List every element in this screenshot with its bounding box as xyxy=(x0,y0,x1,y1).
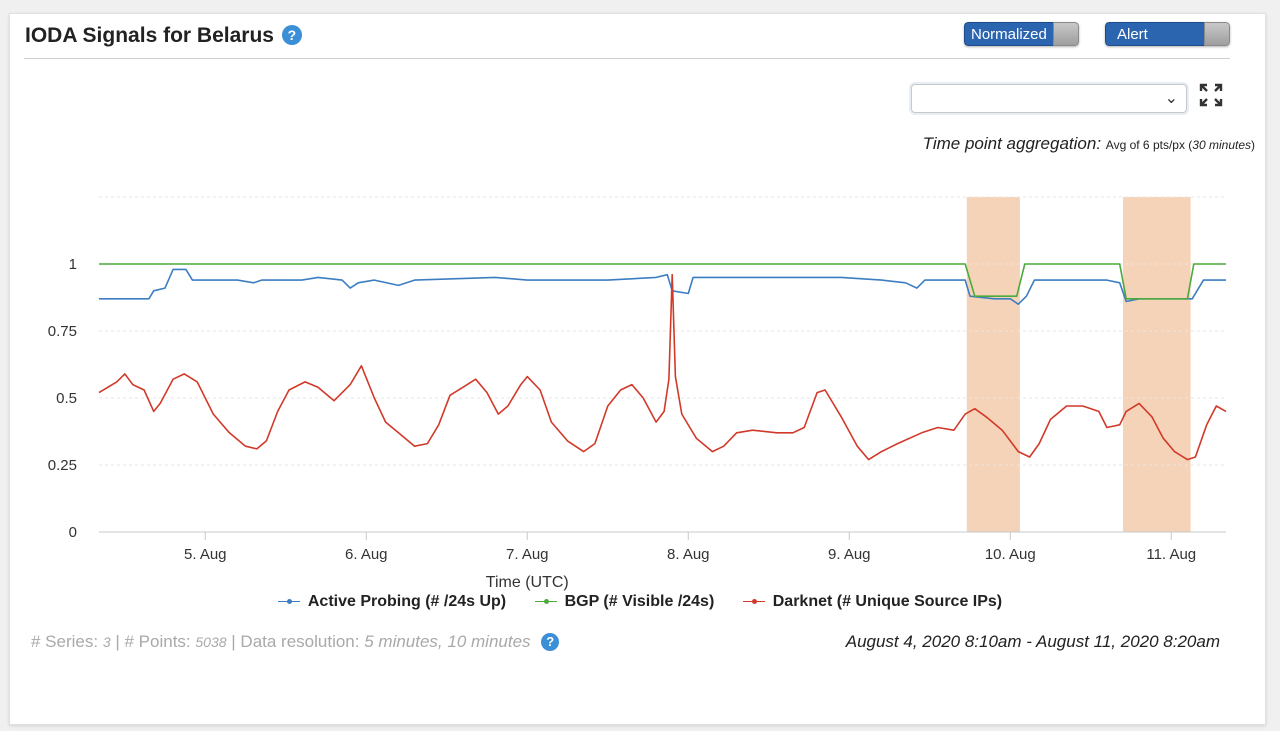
alert-band xyxy=(966,197,1020,532)
aggregation-value: Avg of 6 pts/px (30 minutes) xyxy=(1105,138,1255,152)
y-tick-label: 0.25 xyxy=(48,457,77,474)
series-line-1 xyxy=(99,263,1226,300)
x-tick-label: 10. Aug xyxy=(985,546,1036,563)
x-tick-label: 11. Aug xyxy=(1146,546,1196,563)
legend-label: BGP (# Visible /24s) xyxy=(564,593,715,610)
legend-item-active-probing[interactable]: Active Probing (# /24s Up) xyxy=(277,593,507,611)
panel-header: IODA Signals for Belarus? Normalized Ale… xyxy=(24,20,1230,59)
alert-bands-toggle[interactable]: Alert Bands xyxy=(1105,22,1230,46)
x-tick-label: 8. Aug xyxy=(667,546,710,563)
series-info: # Series: 3 | # Points: 5038 | Data reso… xyxy=(31,632,560,652)
x-tick-label: 7. Aug xyxy=(506,546,549,563)
date-range: August 4, 2020 8:10am - August 11, 2020 … xyxy=(845,632,1220,651)
x-tick-label: 9. Aug xyxy=(828,546,871,563)
alert-bands-toggle-label: Alert Bands xyxy=(1105,22,1205,46)
toggle-knob xyxy=(1204,22,1230,46)
legend-item-darknet[interactable]: Darknet (# Unique Source IPs) xyxy=(742,593,1003,611)
series-lines xyxy=(98,263,1227,461)
x-tick-label: 6. Aug xyxy=(345,546,388,563)
series-line-0 xyxy=(99,268,1226,305)
title-text: IODA Signals for Belarus xyxy=(25,24,274,47)
alert-bands xyxy=(966,197,1191,532)
time-aggregation: Time point aggregation: Avg of 6 pts/px … xyxy=(923,134,1255,154)
grid-lines: 0 0.25 0.5 0.75 1 xyxy=(48,196,1226,541)
legend-label: Active Probing (# /24s Up) xyxy=(307,593,507,610)
legend-label: Darknet (# Unique Source IPs) xyxy=(772,593,1003,610)
help-icon[interactable]: ? xyxy=(541,632,560,651)
axes: 5. Aug 6. Aug 7. Aug 8. Aug 9. Aug 10. Aug 11.… xyxy=(99,531,1226,591)
normalized-toggle[interactable]: Normalized xyxy=(964,22,1079,46)
toggle-knob xyxy=(1052,22,1079,46)
legend-swatch xyxy=(534,596,557,608)
signals-panel xyxy=(9,13,1266,725)
chevron-down-icon: ⌄ xyxy=(1164,90,1178,107)
legend-item-bgp[interactable]: BGP (# Visible /24s) xyxy=(534,593,715,611)
y-tick-label: 1 xyxy=(69,256,77,273)
y-tick-label: 0.5 xyxy=(56,390,77,407)
series-select[interactable]: ⌄ xyxy=(911,84,1187,113)
normalized-toggle-label: Normalized xyxy=(964,22,1053,46)
series-count: 3 xyxy=(102,634,111,650)
legend-swatch xyxy=(277,596,300,608)
fullscreen-icon[interactable] xyxy=(1199,83,1223,107)
page-title: IODA Signals for Belarus? xyxy=(25,24,302,48)
x-axis-title: Time (UTC) xyxy=(486,574,569,591)
y-tick-label: 0 xyxy=(69,524,77,541)
data-resolution: 5 minutes, 10 minutes xyxy=(364,632,531,651)
points-count: 5038 xyxy=(195,634,227,650)
aggregation-label: Time point aggregation: xyxy=(922,134,1102,153)
help-icon[interactable]: ? xyxy=(281,25,302,45)
x-tick-label: 5. Aug xyxy=(184,546,227,563)
legend-swatch xyxy=(742,596,765,608)
chart-legend: Active Probing (# /24s Up) BGP (# Visibl… xyxy=(0,593,1280,613)
y-tick-label: 0.75 xyxy=(48,323,77,340)
series-line-2 xyxy=(98,273,1227,461)
alert-band xyxy=(1122,197,1191,532)
